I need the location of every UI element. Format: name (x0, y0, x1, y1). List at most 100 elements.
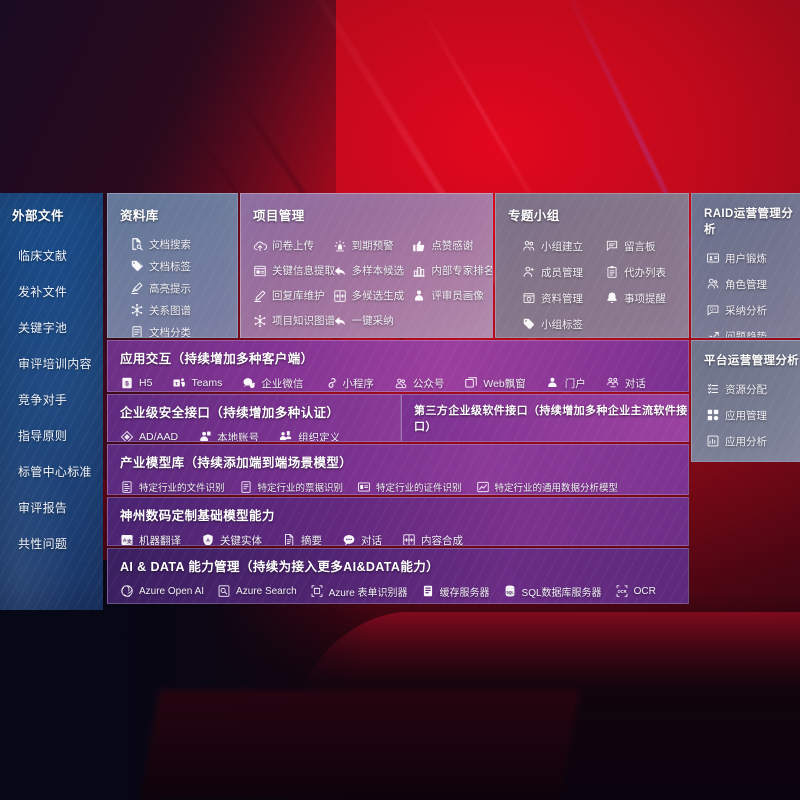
tg-item-member-manage[interactable]: 成员管理 (522, 259, 605, 285)
raid-item-adoption[interactable]: QA 采纳分析 (706, 297, 800, 323)
raid-item-role[interactable]: 角色管理 (706, 271, 800, 297)
tg-item-create-group[interactable]: 小组建立 (522, 233, 605, 259)
portal-user-icon (546, 376, 560, 390)
app-item-h5[interactable]: 5 H5 (120, 372, 152, 391)
tg-item-event-remind[interactable]: 事项提醒 (605, 285, 688, 311)
graph-network-icon (253, 314, 267, 328)
ind-item-label-0: 特定行业的文件识别 (139, 483, 225, 494)
pm-item-reply-maintain[interactable]: 回复库维护 (253, 283, 333, 308)
sidebar-item-7[interactable]: 审评报告 (18, 501, 68, 515)
security-interface-items: AD/AAD 本地账号 组织定义 (108, 421, 400, 442)
ai-item-speech[interactable]: 语音理解 (120, 602, 179, 603)
app-item-dialog[interactable]: 对话 (606, 372, 646, 391)
kb-item-label-0: 文档搜索 (149, 238, 191, 251)
sidebar-item-8[interactable]: 共性问题 (18, 537, 68, 551)
app-item-wecom[interactable]: 企业微信 (242, 372, 303, 391)
dcits-item-summary[interactable]: 摘要 (282, 529, 322, 546)
app-item-official-account[interactable]: 公众号 (394, 372, 444, 391)
ai-item-search[interactable]: Azure Search (217, 580, 297, 602)
kb-item-category[interactable]: 文档分类 (130, 321, 237, 337)
platform-analysis-items: 资源分配 应用管理 应用分析 (692, 368, 800, 454)
tg-item-label-4: 资料管理 (541, 292, 583, 305)
sec-item-org-define[interactable]: 组织定义 (279, 426, 341, 442)
tg-item-group-tag[interactable]: 小组标签 (522, 311, 605, 337)
ai-item-label-2: Azure 表单识别器 (328, 587, 408, 599)
ai-item-sql-db[interactable]: SQL SQL数据库服务器 (503, 580, 602, 602)
pm-item-reviewer-profile[interactable]: 评审员画像 (412, 283, 492, 308)
industry-model-band: 产业模型库（持续添加端到端场景模型） 特定行业的文件识别 特定行业的票据识别 特… (107, 444, 689, 495)
dcits-item-dialog[interactable]: 对话 (342, 529, 382, 545)
sidebar-item-5[interactable]: 指导原则 (18, 429, 68, 443)
ai-item-cache-server[interactable]: 缓存服务器 (421, 580, 490, 602)
raid-item-trend[interactable]: 问题趋势 (706, 323, 800, 337)
tg-item-archive-manage[interactable]: 资料管理 (522, 285, 605, 311)
ind-item-data-analysis[interactable]: 特定行业的通用数据分析模型 (476, 476, 618, 494)
dialog-group-icon (606, 376, 620, 390)
pm-item-expert-rank[interactable]: 内部专家排名 (412, 258, 492, 283)
pm-item-one-click-adopt[interactable]: 一键采纳 (333, 308, 413, 333)
sidebar-item-6[interactable]: 标管中心标准 (18, 465, 92, 479)
app-item-miniprogram[interactable]: 小程序 (323, 372, 374, 391)
pm-item-due-alert[interactable]: 到期预警 (333, 233, 413, 258)
data-analysis-icon (476, 480, 490, 494)
pm-item-project-graph[interactable]: 项目知识图谱 (253, 308, 335, 333)
pm-item-label-10: 一键采纳 (351, 315, 394, 327)
document-category-icon (130, 325, 144, 337)
sec-item-ad-aad[interactable]: AD/AAD (120, 426, 178, 441)
group-add-icon (522, 239, 536, 253)
reply-arrow-icon (333, 264, 347, 278)
kb-item-label-1: 文档标签 (149, 260, 191, 273)
raid-item-label-2: 采纳分析 (725, 304, 767, 317)
ind-item-receipt-recognize[interactable]: 特定行业的票据识别 (239, 476, 343, 494)
third-party-interface-items: API自动化设计器 (402, 434, 688, 441)
ind-item-file-recognize[interactable]: 特定行业的文件识别 (120, 476, 225, 494)
tg-item-todo-list[interactable]: 代办列表 (605, 259, 688, 285)
pm-item-multi-sample[interactable]: 多样本候选 (333, 258, 413, 283)
sidebar-item-3[interactable]: 审评培训内容 (18, 357, 92, 371)
ai-item-openai[interactable]: Azure Open AI (120, 580, 204, 602)
api-item-designer[interactable]: API自动化设计器 (414, 439, 513, 441)
dcits-item-entity[interactable]: A 关键实体 (201, 529, 262, 545)
sec-item-local-account[interactable]: 本地账号 (198, 426, 259, 441)
miniprogram-icon (323, 376, 337, 390)
sidebar-item-4[interactable]: 竞争对手 (18, 393, 68, 407)
kb-item-highlight[interactable]: 高亮提示 (130, 277, 237, 299)
pm-item-multi-generate[interactable]: 多候选生成 (333, 283, 413, 308)
app-item-web-popup[interactable]: Web飘窗 (464, 372, 526, 391)
file-recognize-icon (120, 480, 134, 494)
sql-database-icon: SQL (503, 584, 517, 598)
ind-item-id-recognize[interactable]: 特定行业的证件识别 (357, 476, 462, 494)
alarm-light-icon (333, 239, 347, 253)
raid-analysis-panel: RAID运营管理分析 用户锻炼 角色管理 QA 采纳分析 问题趋势 (691, 193, 800, 338)
kb-item-graph[interactable]: 关系图谱 (130, 299, 237, 321)
pm-item-thanks[interactable]: 点赞感谢 (412, 233, 492, 258)
sidebar-item-0[interactable]: 临床文献 (18, 249, 68, 263)
pm-item-extract[interactable]: 关键信息提取 (253, 258, 335, 283)
app-item-portal[interactable]: 门户 (546, 372, 586, 391)
sidebar-item-2[interactable]: 关键字池 (18, 321, 68, 335)
pm-item-upload[interactable]: 问卷上传 (253, 233, 333, 258)
tg-item-message-board[interactable]: 留言板 (605, 233, 688, 259)
ai-item-tts[interactable]: TTS (192, 602, 230, 603)
ai-item-ocr[interactable]: OCR OCR (615, 580, 656, 602)
kb-item-document-tag[interactable]: 文档标签 (130, 255, 237, 277)
app-item-teams[interactable]: T Teams (172, 372, 222, 391)
dcits-item-content-synth[interactable]: 内容合成 (402, 529, 463, 545)
ai-item-form-recognizer[interactable]: Azure 表单识别器 (310, 580, 408, 602)
raid-item-user[interactable]: 用户锻炼 (706, 245, 800, 271)
plat-item-resource[interactable]: 资源分配 (706, 376, 800, 402)
pm-item-label-6: 回复库维护 (272, 290, 325, 302)
sec-item-label-2: 组织定义 (298, 431, 341, 442)
app-item-label-5: Web飘窗 (483, 377, 526, 390)
dcits-model-title: 神州数码定制基础模型能力 (120, 509, 275, 523)
dcits-item-label-2: 摘要 (301, 534, 322, 546)
kb-item-document-search[interactable]: 文档搜索 (130, 233, 237, 255)
document-search-icon (130, 237, 144, 251)
ai-item-label-4: SQL数据库服务器 (521, 587, 602, 599)
plat-item-app-analysis[interactable]: 应用分析 (706, 428, 800, 454)
plat-item-app-manage[interactable]: 应用管理 (706, 402, 800, 428)
sidebar-item-1[interactable]: 发补文件 (18, 285, 68, 299)
